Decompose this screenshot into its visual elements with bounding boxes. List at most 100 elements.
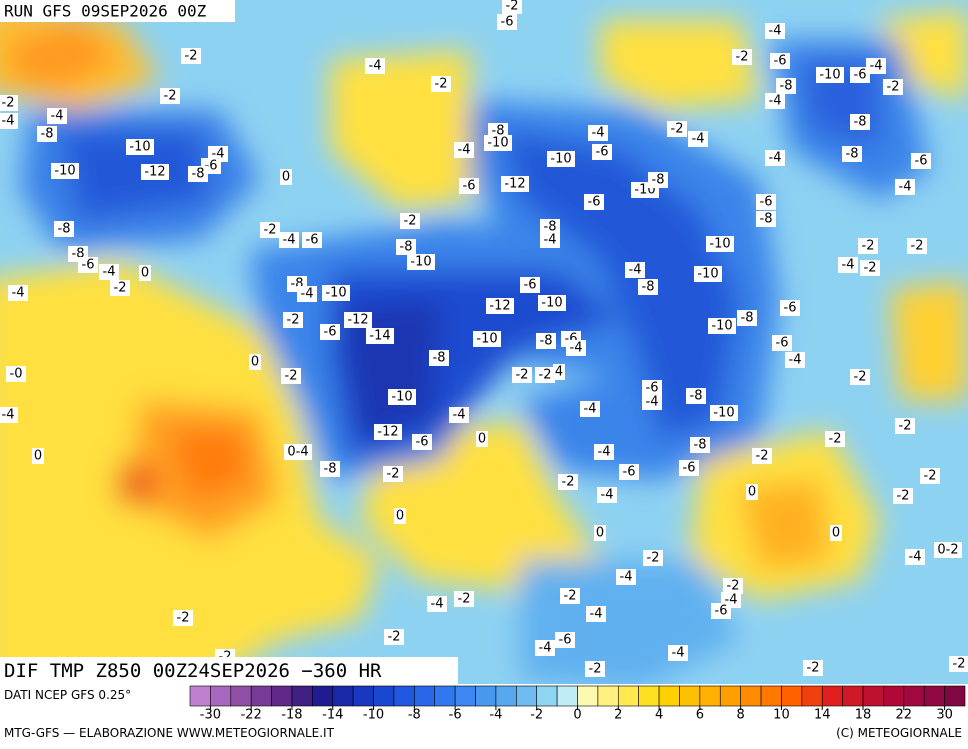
colorbar-swatch	[597, 685, 619, 707]
contour-label-bg	[638, 279, 658, 295]
colorbar-swatch	[903, 685, 925, 707]
contour-label-bg	[765, 150, 785, 166]
contour-label-bg	[711, 603, 731, 619]
contour-label-bg	[911, 153, 931, 169]
contour-label: -8	[642, 280, 655, 295]
contour-label-bg	[648, 172, 668, 188]
contour-label: -10	[711, 319, 732, 334]
contour-label-bg	[540, 219, 560, 235]
colorbar-swatch	[760, 685, 782, 707]
contour-label: -8	[694, 438, 707, 453]
contour-label: -4	[544, 233, 557, 248]
contour-label: -4	[842, 258, 855, 273]
contour-label: -6	[501, 15, 514, 30]
colorbar-swatch	[434, 685, 456, 707]
contour-label: 4	[555, 365, 563, 380]
contour-label: -14	[369, 329, 390, 344]
contour-label-bg	[765, 23, 785, 39]
contour-label: -4	[909, 550, 922, 565]
contour-label-bg	[297, 286, 317, 302]
contour-label-bg	[280, 169, 292, 185]
contour-label-bg	[188, 166, 208, 182]
contour-label-bg	[694, 266, 722, 282]
colorbar-swatch	[638, 685, 660, 707]
contour-label-bg	[770, 53, 790, 69]
contour-label: -6	[715, 604, 728, 619]
contour-label: -2	[756, 449, 769, 464]
colorbar-tick-label: 4	[655, 708, 663, 723]
contour-label-bg	[883, 79, 903, 95]
colorbar-swatch	[393, 685, 415, 707]
contour-label-bg	[512, 367, 532, 383]
contour-label-bg	[284, 444, 312, 460]
contour-label: -4	[789, 353, 802, 368]
contour-label-bg	[949, 656, 968, 672]
colorbar-tick-label: -30	[200, 708, 221, 723]
contour-label: -6	[784, 301, 797, 316]
contour-label-bg	[866, 58, 886, 74]
field-label: DIF TMP Z850 00Z24SEP2026 −360 HR	[4, 660, 382, 682]
contour-label-bg	[431, 76, 451, 92]
contour-label-bg	[427, 596, 447, 612]
contour-label: -4	[769, 151, 782, 166]
colorbar-tick-label: 14	[814, 708, 831, 723]
contour-label: -4	[2, 408, 15, 423]
contour-label-bg	[0, 95, 18, 111]
contour-label: -2	[589, 662, 602, 677]
contour-label-bg	[394, 508, 406, 524]
contour-label-bg	[765, 93, 785, 109]
contour-label-bg	[110, 280, 130, 296]
contour-label: -8	[492, 124, 505, 139]
contour-label: -2	[899, 419, 912, 434]
map-field: -2-6-4-2 -6-10 -6-4-2-8-4-2-4-2-2-2-4-4-8-…	[0, 0, 968, 684]
colorbar-swatch	[250, 685, 272, 707]
contour-label: -4	[301, 287, 314, 302]
contour-label-bg	[484, 135, 512, 151]
contour-label-bg	[597, 487, 617, 503]
contour-label-bg	[619, 464, 639, 480]
contour-label-bg	[322, 285, 350, 301]
contour-label: -6	[915, 154, 928, 169]
contour-label-bg	[547, 151, 575, 167]
source-label: DATI NCEP GFS 0.25°	[4, 688, 131, 702]
contour-label: -10	[129, 140, 150, 155]
contour-label: -2	[924, 469, 937, 484]
contour-label: -8	[540, 334, 553, 349]
contour-label-bg	[555, 632, 575, 648]
colorbar-tick-label: 22	[896, 708, 913, 723]
contour-label: -2	[727, 579, 740, 594]
contour-label-bg	[708, 318, 736, 334]
contour-label-bg	[553, 364, 565, 380]
contour-label: -6	[416, 435, 429, 450]
colorbar-swatch	[699, 685, 721, 707]
colorbar-tick-label: 8	[737, 708, 745, 723]
contour-label: -12	[504, 177, 525, 192]
contour-label: -6	[524, 278, 537, 293]
colorbar-swatch	[719, 685, 741, 707]
contour-label-bg	[850, 369, 870, 385]
contour-label: -2	[114, 281, 127, 296]
contour-label: -2	[854, 370, 867, 385]
contour-label: -10	[325, 286, 346, 301]
colorbar-swatch	[230, 685, 252, 707]
credit-label: MTG-GFS — ELABORAZIONE WWW.METEOGIORNALE…	[4, 726, 335, 740]
contour-label: -2	[164, 89, 177, 104]
contour-label: -4	[692, 132, 705, 147]
contour-label: -2	[387, 467, 400, 482]
contour-label-bg	[384, 629, 404, 645]
contour-label: -8	[58, 222, 71, 237]
contour-label: -4	[899, 180, 912, 195]
contour-label: -10	[697, 267, 718, 282]
contour-label: -10	[541, 296, 562, 311]
contour-label: -10	[410, 255, 431, 270]
contour-label: -2	[647, 551, 660, 566]
contour-label: -4	[590, 607, 603, 622]
copyright-label: (C) METEOGIORNALE	[836, 726, 962, 740]
contour-label: -2	[264, 223, 277, 238]
contour-label-bg	[429, 350, 449, 366]
colorbar-swatch	[495, 685, 517, 707]
contour-label: -6	[306, 233, 319, 248]
colorbar-tick-label: -8	[408, 708, 421, 723]
contour-label-bg	[344, 312, 372, 328]
contour-label-bg	[139, 265, 151, 281]
